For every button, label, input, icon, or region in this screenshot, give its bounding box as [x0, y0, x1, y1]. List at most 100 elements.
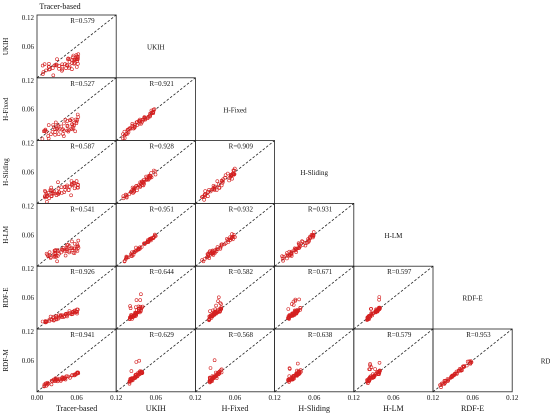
data-point: [368, 362, 372, 366]
y-tick-label: 0.06: [22, 169, 35, 177]
data-point: [150, 236, 155, 240]
data-point: [59, 185, 64, 189]
data-point: [291, 303, 296, 307]
data-point: [216, 299, 220, 304]
diagonal-variable-label: RDF-M: [541, 358, 550, 366]
data-point: [138, 298, 142, 302]
data-point: [375, 370, 379, 375]
data-point: [377, 360, 382, 365]
data-point: [63, 253, 68, 258]
data-point: [70, 312, 75, 316]
data-point: [49, 132, 53, 137]
data-point: [226, 238, 231, 242]
scatter-panel-RDF-E-vs-Tracer-based: R=0.926: [36, 265, 117, 330]
data-point: [59, 247, 64, 252]
correlation-label: R=0.953: [466, 331, 491, 339]
data-point: [289, 302, 294, 306]
data-point: [69, 193, 73, 198]
correlation-label: R=0.928: [149, 143, 174, 151]
data-point: [139, 370, 143, 375]
data-point: [134, 245, 138, 250]
correlation-label: R=0.541: [70, 205, 95, 213]
data-point: [295, 361, 300, 366]
data-point: [138, 182, 143, 186]
data-point: [60, 62, 65, 67]
data-point: [139, 121, 143, 126]
data-point: [121, 196, 126, 201]
data-point: [218, 301, 222, 305]
data-point: [47, 253, 52, 258]
data-point: [308, 236, 312, 240]
data-point: [70, 239, 74, 244]
x-tick-label: 0.06: [466, 394, 479, 402]
scatter-panel-RDF-E-vs-H-Fixed: R=0.582: [194, 265, 275, 330]
data-point: [139, 309, 143, 314]
scatter-panel-H-LM-vs-UKIH: R=0.951: [115, 202, 196, 267]
data-point: [206, 252, 211, 256]
data-point: [49, 194, 54, 199]
data-point: [293, 298, 298, 303]
data-point: [219, 305, 223, 310]
scatter-panel-H-LM-vs-H-Sliding: R=0.931: [274, 202, 355, 267]
x-tick-label: 0.12: [348, 394, 361, 402]
data-point: [297, 242, 301, 247]
data-point: [368, 363, 372, 368]
data-point: [74, 121, 79, 125]
data-point: [292, 248, 297, 252]
data-point: [207, 256, 211, 260]
data-point: [377, 370, 381, 374]
data-point: [57, 190, 61, 194]
correlation-label: R=0.909: [229, 143, 254, 151]
data-point: [441, 381, 445, 386]
x-tick-label: 0.12: [427, 394, 440, 402]
data-point: [367, 378, 372, 382]
data-point: [63, 185, 67, 189]
data-point: [222, 242, 227, 247]
data-point: [216, 182, 221, 187]
data-point: [53, 132, 57, 137]
data-point: [368, 307, 373, 311]
data-point: [136, 306, 141, 311]
data-point: [131, 315, 135, 319]
data-point: [311, 233, 316, 238]
y-tick-label: 0.12: [22, 202, 35, 210]
data-point: [366, 315, 370, 319]
data-point: [218, 247, 223, 251]
column-axis-label: Tracer-based: [56, 404, 97, 413]
data-point: [129, 190, 134, 194]
panels-layer: R=0.579 R=0.527 R=0.921 R=0.587 R=0.928 R=0.9…: [36, 14, 513, 393]
data-point: [297, 370, 301, 375]
data-point: [70, 310, 75, 315]
data-point: [76, 238, 81, 243]
data-point: [125, 194, 129, 199]
data-point: [71, 126, 76, 130]
column-axis-label: RDF-E: [461, 404, 484, 413]
data-point: [127, 127, 131, 131]
scatter-panel-H-Fixed-vs-Tracer-based: R=0.527: [36, 77, 117, 142]
row-axis-label: H-LM: [2, 225, 10, 244]
data-point: [289, 251, 294, 256]
y-tick-label: 0.12: [22, 265, 35, 273]
x-tick-label: 0.12: [506, 394, 519, 402]
data-point: [70, 61, 74, 66]
data-point: [122, 259, 127, 263]
scatter-panel-UKIH-vs-Tracer-based: R=0.579: [36, 14, 117, 79]
data-point: [65, 123, 70, 128]
data-point: [55, 126, 59, 131]
data-point: [66, 312, 70, 316]
data-point: [217, 185, 221, 190]
data-point: [375, 309, 379, 314]
data-point: [214, 303, 218, 308]
data-point: [303, 243, 308, 248]
data-point: [138, 184, 142, 188]
data-point: [59, 124, 64, 129]
data-point: [62, 121, 66, 126]
data-point: [61, 134, 66, 138]
data-point: [48, 314, 53, 319]
data-point: [132, 125, 137, 130]
data-point: [144, 174, 148, 179]
data-point: [64, 185, 69, 189]
data-point: [139, 292, 143, 297]
data-point: [300, 239, 304, 243]
data-point: [125, 131, 130, 136]
